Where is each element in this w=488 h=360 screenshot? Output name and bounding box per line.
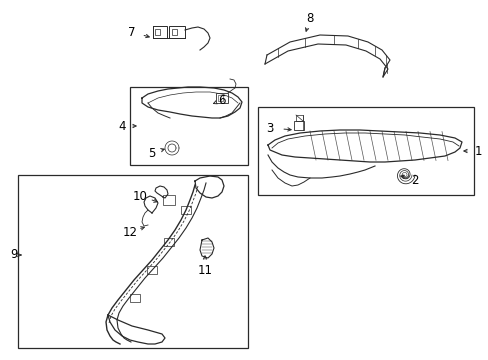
Bar	[258, 107, 473, 195]
Text: 9: 9	[10, 248, 18, 261]
Text: 2: 2	[410, 174, 418, 186]
Text: 7: 7	[128, 26, 136, 39]
Text: 10: 10	[132, 189, 147, 202]
Bar	[181, 206, 191, 214]
Bar	[295, 115, 303, 121]
Bar	[293, 121, 304, 130]
Bar	[130, 87, 247, 165]
Text: 4: 4	[118, 120, 125, 132]
Bar	[169, 26, 184, 38]
Text: 8: 8	[305, 12, 313, 24]
Bar	[130, 294, 140, 302]
Bar	[172, 29, 177, 35]
Bar	[163, 195, 175, 205]
Text: 3: 3	[266, 122, 273, 135]
Bar	[153, 26, 167, 38]
Bar	[218, 95, 223, 101]
Bar	[147, 266, 157, 274]
Text: 1: 1	[473, 144, 481, 158]
Text: 6: 6	[218, 94, 225, 107]
Bar	[18, 175, 247, 348]
Bar	[155, 29, 160, 35]
Text: 11: 11	[197, 264, 212, 276]
Text: 12: 12	[122, 225, 137, 239]
Bar	[216, 93, 227, 103]
Text: 5: 5	[148, 147, 155, 159]
Bar	[163, 238, 174, 246]
